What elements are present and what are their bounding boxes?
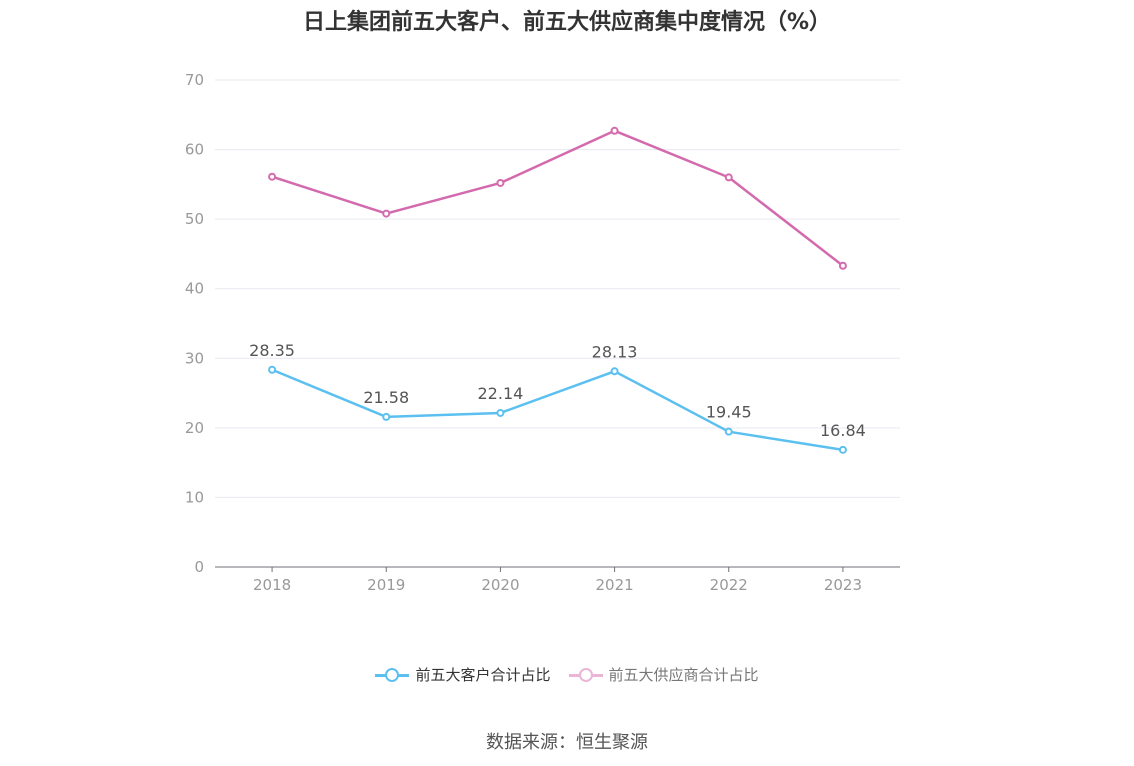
data-point	[496, 178, 505, 187]
legend-suppliers-icon	[568, 665, 603, 685]
data-labels: 28.35 21.58 22.14 28.13 19.45 16.84	[249, 341, 866, 440]
y-tick-label: 70	[185, 71, 204, 89]
x-tick-label: 2022	[710, 576, 748, 594]
data-label: 28.35	[249, 341, 295, 360]
data-point	[838, 445, 847, 454]
data-point	[610, 126, 619, 135]
data-source: 数据来源：恒生聚源	[486, 732, 648, 753]
series	[268, 126, 847, 454]
data-point	[496, 408, 505, 417]
legend-item-suppliers[interactable]: 前五大供应商合计占比	[568, 664, 759, 685]
data-point	[838, 261, 847, 270]
series-line-1	[271, 129, 844, 267]
data-point	[724, 173, 733, 182]
y-tick-label: 0	[194, 558, 204, 576]
legend: 前五大客户合计占比 前五大供应商合计占比	[0, 664, 1134, 685]
legend-label-suppliers: 前五大供应商合计占比	[608, 666, 759, 684]
chart-title: 日上集团前五大客户、前五大供应商集中度情况（%）	[302, 10, 832, 35]
y-tick-label: 50	[185, 210, 204, 228]
data-point	[610, 367, 619, 376]
x-tick-label: 2021	[595, 576, 633, 594]
legend-customers-icon	[375, 665, 410, 685]
data-point	[382, 412, 391, 421]
data-point	[268, 365, 277, 374]
data-label: 21.58	[363, 388, 409, 407]
grid-lines	[215, 79, 900, 498]
data-label: 22.14	[478, 384, 524, 403]
y-tick-label: 10	[185, 488, 204, 506]
x-tick-label: 2018	[253, 576, 291, 594]
legend-item-customers[interactable]: 前五大客户合计占比	[375, 664, 551, 685]
data-point	[268, 172, 277, 181]
series-line-0	[271, 368, 844, 452]
axes: 0 10 20 30 40 50 60 70 2018 2019 2020 2021 2022 2023	[185, 71, 900, 594]
x-tick-label: 2020	[481, 576, 519, 594]
y-tick-label: 30	[185, 349, 204, 367]
x-tick-label: 2023	[824, 576, 862, 594]
y-tick-label: 60	[185, 141, 204, 159]
x-tick-label: 2019	[367, 576, 405, 594]
data-point	[724, 427, 733, 436]
y-tick-label: 40	[185, 280, 204, 298]
data-label: 16.84	[820, 421, 866, 440]
legend-label-customers: 前五大客户合计占比	[415, 666, 551, 684]
data-label: 28.13	[592, 342, 638, 361]
data-label: 19.45	[706, 403, 752, 422]
y-tick-label: 20	[185, 419, 204, 437]
data-point	[382, 209, 391, 218]
